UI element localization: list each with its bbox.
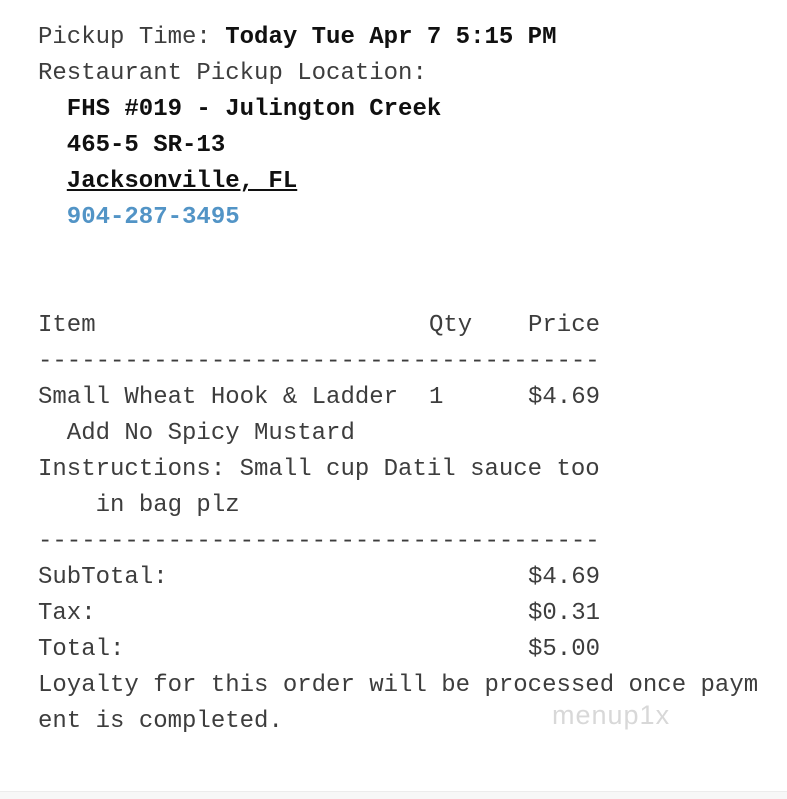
order-table-header: Item Qty Price (38, 308, 600, 344)
item-modifier: Add No Spicy Mustard (66, 420, 355, 447)
restaurant-name: FHS #019 - Julington Creek (66, 96, 442, 123)
total-label: Total: (38, 636, 125, 663)
item-name: Small Wheat Hook & Ladder (38, 384, 399, 411)
item-price: $4.69 (527, 384, 600, 411)
total-value: $5.00 (527, 636, 600, 663)
instructions-continuation: in bag plz (95, 492, 240, 519)
restaurant-address: 465-5 SR-13 (66, 132, 226, 159)
loyalty-note-line-1: Loyalty for this order will be processed… (38, 672, 759, 699)
loyalty-note-line-2: ent is completed. (38, 708, 283, 735)
item-qty: 1 (429, 384, 444, 411)
pickup-time-value: Today Tue Apr 7 5:15 PM (225, 24, 557, 51)
total-row: Total: $5.00 (38, 632, 600, 668)
pickup-time-label: Pickup Time: (38, 24, 226, 51)
tax-value: $0.31 (527, 600, 600, 627)
subtotal-label: SubTotal: (38, 564, 168, 591)
restaurant-phone-link[interactable]: 904-287-3495 (66, 204, 240, 231)
menupix-watermark: menup1x (552, 700, 671, 730)
order-item-row: Small Wheat Hook & Ladder 1 $4.69 (38, 380, 600, 416)
restaurant-city: Jacksonville, FL (66, 168, 298, 195)
pickup-time-line: Pickup Time: Today Tue Apr 7 5:15 PM (38, 20, 787, 56)
divider-bottom: --------------------------------------- (38, 528, 600, 555)
pickup-location-heading: Restaurant Pickup Location: (38, 60, 427, 87)
column-header-qty: Qty (429, 312, 473, 339)
subtotal-row: SubTotal: $4.69 (38, 560, 600, 596)
instructions-line: Instructions: Small cup Datil sauce too (38, 456, 600, 483)
order-table: Item Qty Price -------------------------… (38, 308, 787, 740)
tax-label: Tax: (38, 600, 96, 627)
receipt: Pickup Time: Today Tue Apr 7 5:15 PM Res… (38, 20, 787, 740)
restaurant-phone-line: 904-287-3495 (38, 200, 787, 236)
bottom-edge-divider (0, 791, 787, 799)
divider-top: --------------------------------------- (38, 348, 600, 375)
subtotal-value: $4.69 (527, 564, 600, 591)
column-header-item: Item (38, 312, 96, 339)
tax-row: Tax: $0.31 (38, 596, 600, 632)
column-header-price: Price (527, 312, 600, 339)
